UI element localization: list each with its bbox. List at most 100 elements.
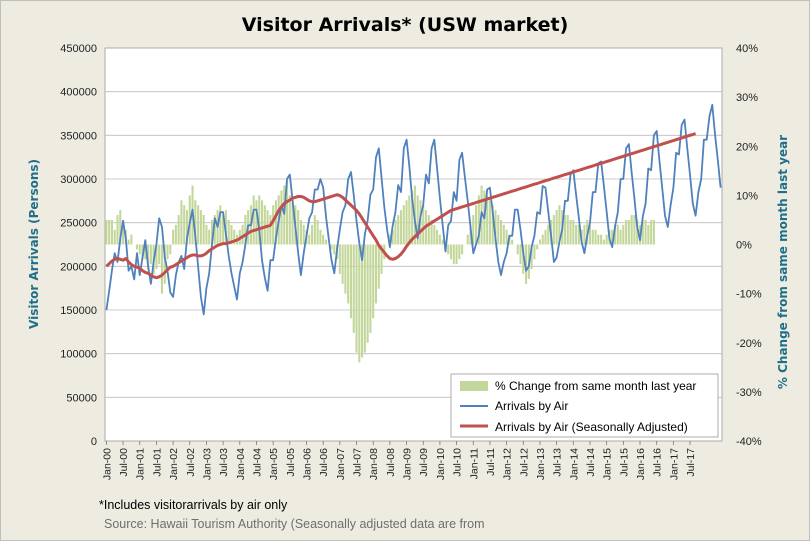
bar <box>299 219 302 245</box>
bar <box>572 219 575 245</box>
bar <box>569 219 572 245</box>
bar <box>208 229 211 245</box>
bar <box>486 195 489 245</box>
bar <box>416 195 419 245</box>
bar <box>255 200 258 245</box>
bar <box>180 200 183 245</box>
x-tick-label: Jul-05 <box>285 448 297 477</box>
bar <box>477 195 480 245</box>
bar <box>491 205 494 245</box>
bar <box>611 229 614 245</box>
y-tick-label: 50000 <box>66 392 97 404</box>
bar <box>324 239 327 245</box>
x-tick-label: Jan-05 <box>268 448 280 480</box>
bar <box>461 244 464 255</box>
bar <box>641 219 644 245</box>
bar <box>355 244 358 353</box>
bar <box>505 229 508 245</box>
bar <box>233 229 236 245</box>
bar <box>502 224 505 245</box>
bar <box>363 244 366 353</box>
x-tick-label: Jan-17 <box>668 448 680 480</box>
y2-tick-label: 20% <box>736 141 758 153</box>
legend-box <box>450 373 719 438</box>
gridlines <box>105 91 722 398</box>
bar <box>227 219 230 245</box>
bar <box>116 215 119 245</box>
bar <box>144 244 147 260</box>
x-tick-label: Jan-14 <box>568 448 580 480</box>
y-tick-label: 150000 <box>60 305 97 317</box>
x-tick-label: Jul-07 <box>352 448 364 477</box>
bar <box>108 219 111 245</box>
bar <box>552 215 555 245</box>
x-tick-label: Jul-15 <box>618 448 630 477</box>
arrivals-line <box>105 103 722 316</box>
bar <box>436 229 439 245</box>
y2-tick-label: -30% <box>736 387 762 399</box>
x-tick-label: Jul-11 <box>485 448 497 476</box>
bar <box>338 244 341 274</box>
bar <box>458 244 461 260</box>
x-tick-label: Jan-09 <box>402 448 414 480</box>
y2-tick-label: -20% <box>736 338 762 350</box>
bar <box>138 244 141 255</box>
chart-title: Visitor Arrivals* (USW market) <box>242 14 569 36</box>
bar <box>563 215 567 245</box>
legend-label-sa: Arrivals by Air (Seasonally Adjusted) <box>495 420 688 434</box>
bar <box>199 210 202 245</box>
bar <box>397 215 400 245</box>
bar <box>622 224 625 245</box>
bar <box>619 229 622 245</box>
bar <box>291 200 294 245</box>
bar <box>447 244 450 255</box>
bar <box>352 244 355 333</box>
bar <box>308 234 311 245</box>
y-tick-label: 400000 <box>60 87 97 99</box>
bar <box>369 244 372 333</box>
bar <box>388 234 391 245</box>
x-tick-label: Jan-11 <box>468 448 480 479</box>
bar <box>302 224 305 245</box>
bar <box>391 229 394 245</box>
y2-tick-label: 30% <box>736 92 758 104</box>
bar <box>411 190 414 245</box>
bar <box>197 205 200 245</box>
bar <box>219 205 222 245</box>
bar <box>319 229 322 245</box>
bar <box>588 224 592 245</box>
bar <box>210 219 214 245</box>
x-tick-label: Jan-10 <box>435 448 447 480</box>
bar <box>349 244 353 319</box>
bar <box>525 244 528 284</box>
y-tick-labels: 0 50000 100000 150000 200000 250000 300000 3500… <box>60 43 97 448</box>
bar <box>122 219 125 245</box>
bar <box>269 215 272 245</box>
bar <box>205 224 208 245</box>
bar <box>149 244 152 265</box>
x-tick-label: Jul-17 <box>685 448 697 477</box>
x-tick-label: Jan-06 <box>301 448 313 480</box>
bar <box>538 239 541 245</box>
bar <box>488 200 491 245</box>
bar <box>405 200 408 245</box>
bar <box>647 224 650 245</box>
bar <box>241 224 244 245</box>
bar <box>530 244 533 270</box>
bar <box>636 219 639 245</box>
y-tick-label: 100000 <box>60 349 97 361</box>
bar <box>650 219 653 245</box>
bar <box>380 244 383 274</box>
bar <box>399 210 403 245</box>
bar <box>127 239 130 245</box>
bar <box>311 224 314 245</box>
bar <box>591 229 594 245</box>
bar <box>166 244 169 260</box>
x-tick-label: Jul-06 <box>318 448 330 477</box>
x-tick-label: Jan-15 <box>602 448 614 480</box>
x-tick-label: Jul-13 <box>552 448 564 477</box>
footnote: *Includes visitorarrivals by air only <box>99 498 288 512</box>
bar <box>130 234 133 245</box>
bar <box>555 210 558 245</box>
x-tick-label: Jul-01 <box>151 448 163 477</box>
